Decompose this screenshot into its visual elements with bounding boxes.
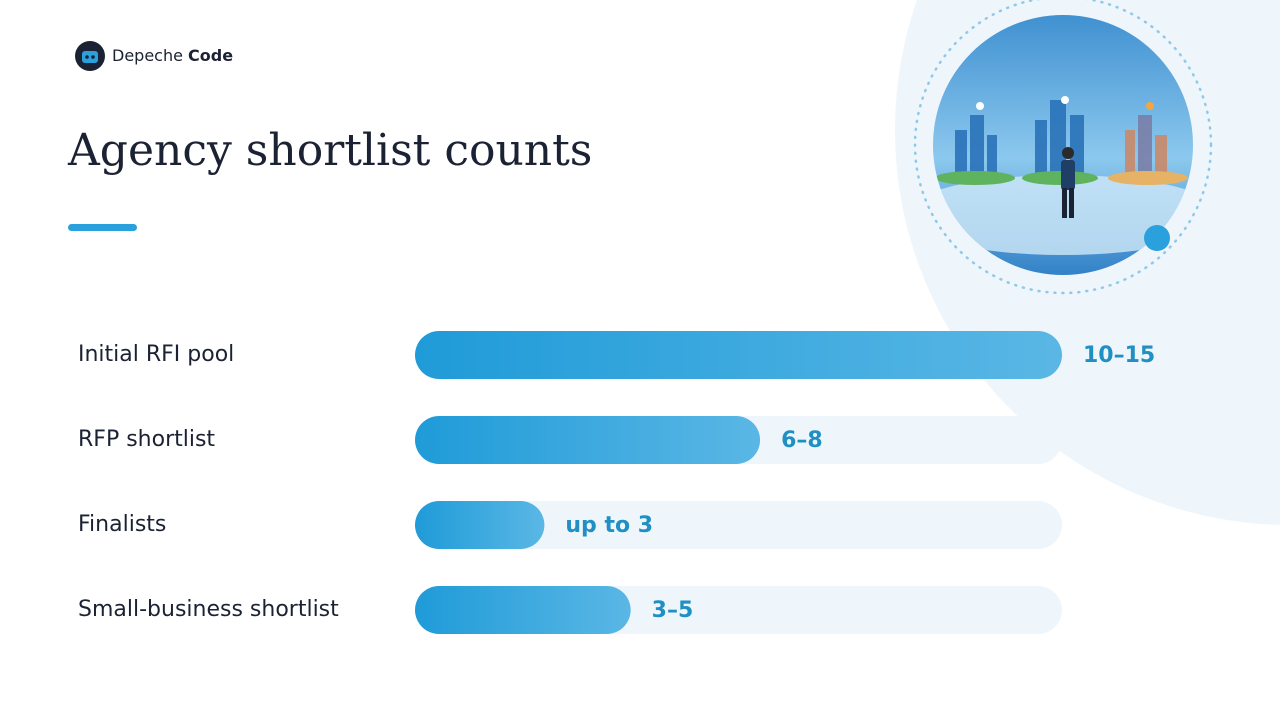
bar [415, 331, 1062, 379]
chart-title: Agency shortlist counts [67, 125, 592, 176]
title-underline [68, 224, 137, 231]
category-label: RFP shortlist [78, 427, 215, 452]
category-label: Finalists [78, 512, 166, 537]
value-label: up to 3 [565, 513, 653, 538]
brand: Depeche Code [112, 46, 233, 65]
value-label: 10–15 [1083, 343, 1155, 368]
brand-name: Depeche [112, 46, 183, 65]
brand-emphasis: Code [188, 46, 233, 65]
logo-icon [75, 41, 105, 71]
dotted-ring [913, 0, 1213, 295]
value-label: 3–5 [652, 598, 694, 623]
category-label: Initial RFI pool [78, 342, 234, 367]
bar-track [415, 501, 1062, 549]
bar [415, 586, 631, 634]
category-label: Small-business shortlist [78, 597, 339, 622]
bar [415, 501, 545, 549]
bar [415, 416, 761, 464]
bar-chart: Initial RFI pool 10–15 RFP shortlist 6–8 Fin… [78, 331, 1155, 634]
value-label: 6–8 [781, 428, 823, 453]
accent-dot [1144, 225, 1170, 251]
